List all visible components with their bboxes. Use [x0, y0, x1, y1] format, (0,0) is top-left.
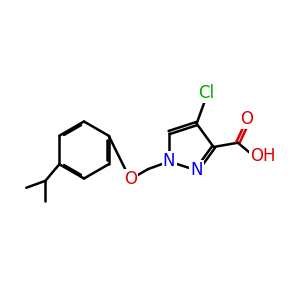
- Text: N: N: [190, 161, 203, 179]
- Text: O: O: [240, 110, 253, 128]
- Text: O: O: [124, 170, 137, 188]
- Text: OH: OH: [250, 147, 275, 165]
- Text: Cl: Cl: [198, 84, 214, 102]
- Text: N: N: [163, 152, 175, 170]
